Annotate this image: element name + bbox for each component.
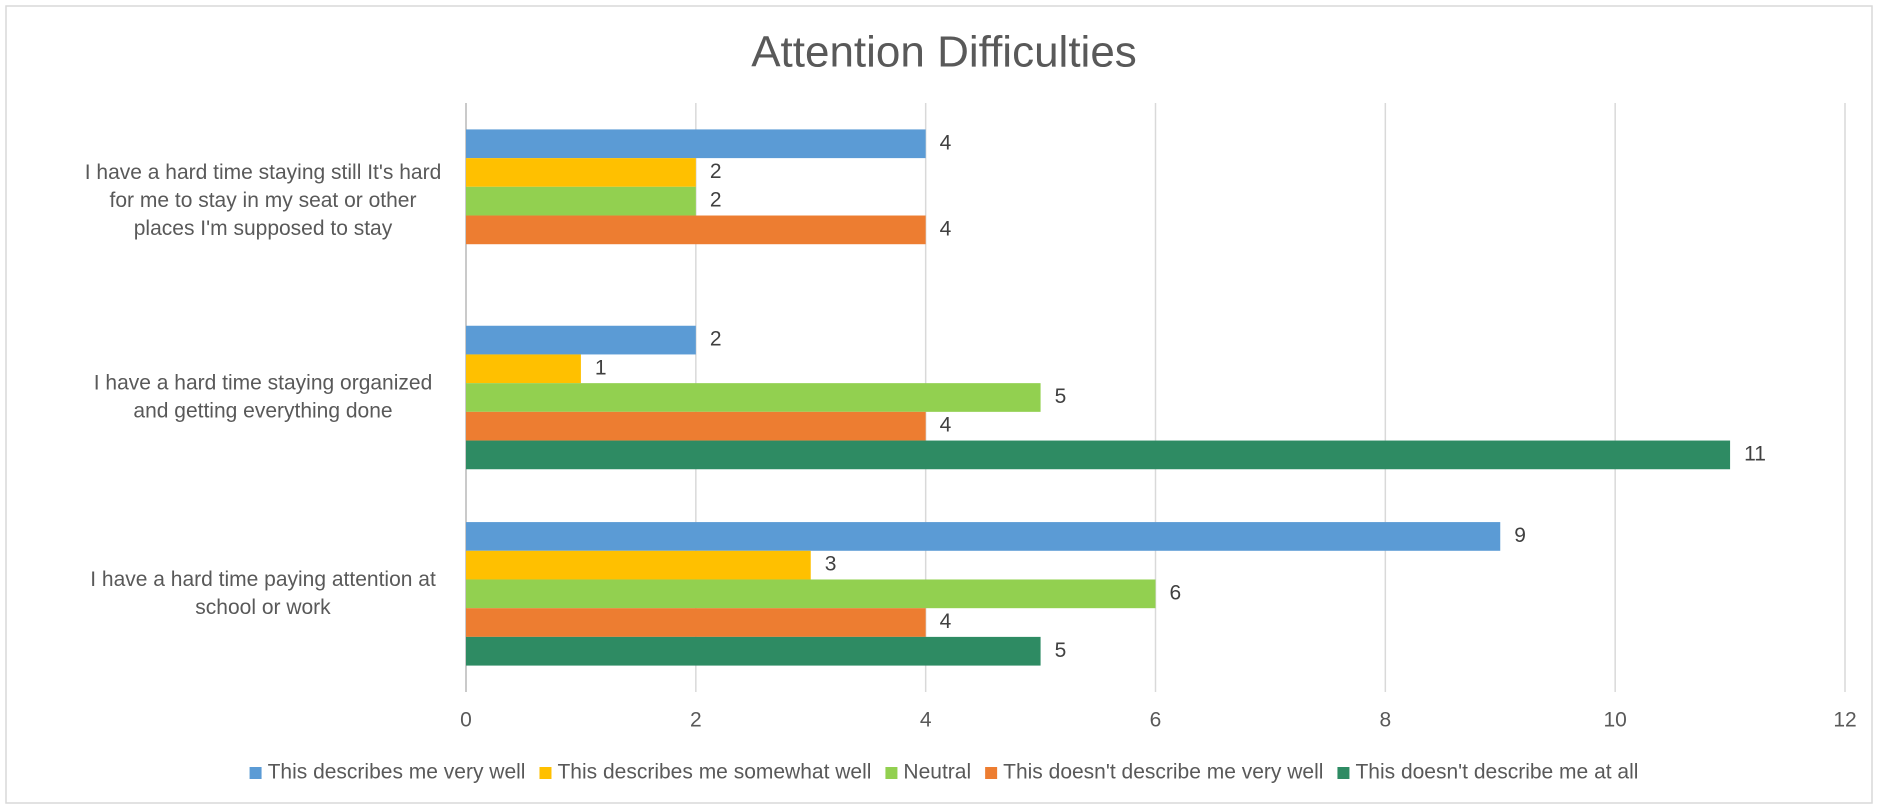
bar [466, 579, 1156, 609]
data-label: 2 [710, 160, 722, 183]
legend-label: This doesn't describe me very well [1003, 761, 1323, 784]
y-tick-label: I have a hard time paying attention at sc… [90, 567, 436, 618]
legend-item: This describes me very well [249, 761, 526, 784]
y-tick-label: I have a hard time staying still It's ha… [85, 161, 442, 240]
legend-item: This doesn't describe me at all [1337, 761, 1638, 784]
bar [466, 186, 696, 216]
x-tick-label: 12 [1833, 709, 1856, 732]
legend-item: This describes me somewhat well [539, 761, 871, 784]
data-label: 6 [1170, 581, 1182, 604]
bar [466, 608, 926, 637]
data-label: 4 [940, 610, 952, 633]
data-label: 4 [940, 414, 952, 437]
legend-swatch [539, 767, 552, 779]
bar [466, 636, 1041, 666]
x-tick-label: 6 [1150, 709, 1162, 732]
x-tick-label: 2 [690, 709, 702, 732]
data-label: 5 [1055, 385, 1067, 408]
legend-label: Neutral [903, 761, 971, 784]
y-tick-label: I have a hard time staying organized and … [94, 371, 433, 422]
bar [466, 440, 1731, 470]
data-label: 4 [940, 217, 952, 240]
x-tick-label: 4 [920, 709, 932, 732]
bar [466, 354, 581, 384]
legend-label: This describes me very well [268, 761, 526, 784]
legend-item: This doesn't describe me very well [985, 761, 1323, 784]
x-tick-label: 10 [1603, 709, 1626, 732]
bar [466, 215, 926, 245]
legend-swatch [1337, 767, 1350, 779]
legend-label: This describes me somewhat well [557, 761, 871, 784]
legend-swatch [249, 767, 262, 779]
data-label: 1 [595, 356, 607, 379]
x-tick-label: 0 [460, 709, 472, 732]
bar [466, 550, 811, 580]
data-label: 3 [825, 553, 837, 576]
data-label: 5 [1055, 639, 1067, 662]
data-label: 11 [1744, 442, 1766, 465]
bar [466, 383, 1041, 412]
bar [466, 522, 1501, 551]
legend-label: This doesn't describe me at all [1355, 761, 1638, 784]
bar [466, 411, 926, 441]
bar [466, 129, 926, 159]
bar [466, 325, 696, 355]
x-tick-label: 8 [1379, 709, 1391, 732]
bar [466, 158, 696, 187]
data-label: 2 [710, 189, 722, 212]
chart-title: Attention Difficulties [751, 28, 1137, 77]
data-label: 4 [940, 131, 952, 154]
data-label: 2 [710, 328, 722, 351]
legend-swatch [985, 767, 998, 779]
legend-swatch [885, 767, 898, 779]
legend-item: Neutral [885, 761, 971, 784]
data-label: 9 [1514, 524, 1526, 547]
